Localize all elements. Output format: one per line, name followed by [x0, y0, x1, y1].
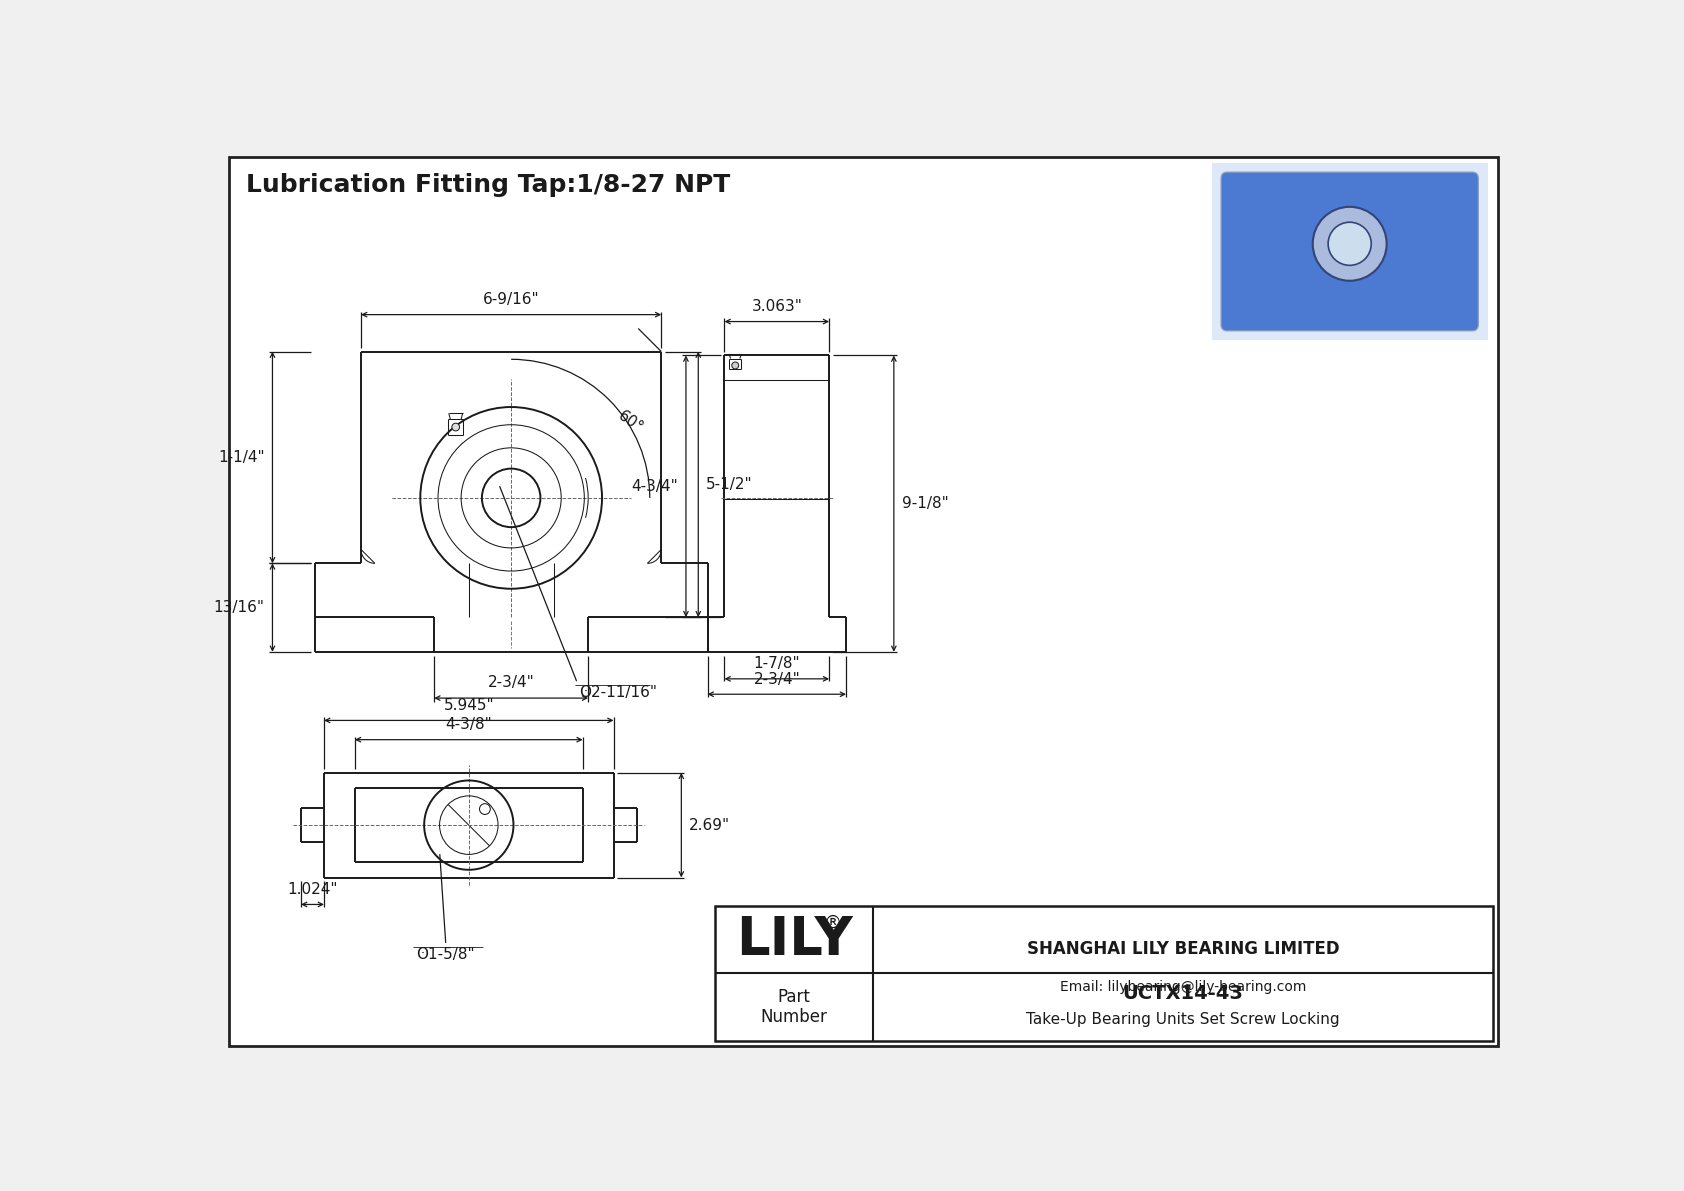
Circle shape — [1314, 207, 1386, 281]
FancyBboxPatch shape — [1221, 173, 1479, 331]
Text: 6-9/16": 6-9/16" — [483, 292, 539, 307]
Text: Take-Up Bearing Units Set Screw Locking: Take-Up Bearing Units Set Screw Locking — [1026, 1012, 1340, 1027]
Text: 9-1/8": 9-1/8" — [901, 497, 948, 511]
Text: 4-3/4": 4-3/4" — [632, 479, 679, 494]
Circle shape — [733, 362, 739, 369]
Text: 13/16": 13/16" — [214, 600, 264, 615]
Text: 1.024": 1.024" — [288, 881, 338, 897]
Text: 2-3/4": 2-3/4" — [488, 675, 534, 691]
Text: 1-1/4": 1-1/4" — [219, 450, 264, 464]
Text: Lubrication Fitting Tap:1/8-27 NPT: Lubrication Fitting Tap:1/8-27 NPT — [246, 173, 729, 197]
Text: Part
Number: Part Number — [761, 987, 827, 1027]
Text: 5.945": 5.945" — [443, 698, 493, 712]
Text: ʘ1-5/8": ʘ1-5/8" — [416, 947, 475, 962]
Text: ʘ2-11/16": ʘ2-11/16" — [579, 685, 657, 700]
Text: UCTX14-43: UCTX14-43 — [1123, 984, 1243, 1003]
Text: 4-3/8": 4-3/8" — [446, 717, 492, 732]
Text: SHANGHAI LILY BEARING LIMITED: SHANGHAI LILY BEARING LIMITED — [1027, 940, 1339, 958]
Text: 2.69": 2.69" — [689, 818, 731, 833]
Text: 1-7/8": 1-7/8" — [753, 656, 800, 672]
Text: 2-3/4": 2-3/4" — [753, 672, 800, 686]
Text: LILY: LILY — [736, 913, 852, 966]
Circle shape — [1329, 223, 1371, 266]
Text: 60°: 60° — [615, 407, 647, 436]
Text: 3.063": 3.063" — [751, 299, 802, 314]
Bar — [716, 906, 1494, 1041]
Bar — [1212, 163, 1487, 341]
Text: Email: lilybearing@lily-bearing.com: Email: lilybearing@lily-bearing.com — [1059, 980, 1307, 994]
Circle shape — [451, 423, 460, 431]
Text: 5-1/2": 5-1/2" — [706, 476, 753, 492]
Text: ®: ® — [823, 913, 842, 931]
